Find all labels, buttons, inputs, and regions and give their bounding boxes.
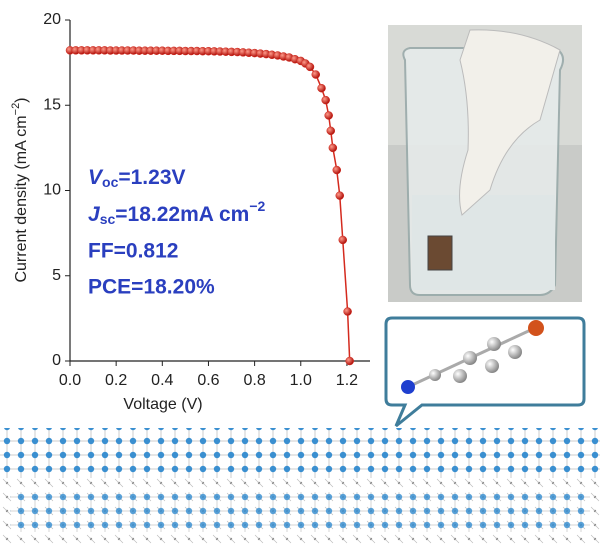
plot: Voltage (V) Current density (mA cm−2) Vo… (10, 11, 370, 413)
molecule-callout (384, 316, 586, 428)
marker (345, 356, 354, 366)
atom (453, 369, 467, 383)
annotation: Jsc=18.22mA cm−2 (88, 198, 266, 227)
marker (321, 95, 330, 105)
x-tick-label: 0.4 (151, 372, 173, 389)
y-tick-label: 0 (52, 352, 61, 369)
axes (69, 20, 370, 362)
atom (463, 351, 477, 365)
atom (508, 345, 522, 359)
x-tick-label: 0.8 (243, 372, 265, 389)
atom (485, 359, 499, 373)
y-axis-label: Current density (mA cm−2) (10, 97, 30, 282)
marker (328, 143, 338, 153)
marker (335, 191, 345, 200)
bromine (528, 320, 544, 336)
photo (388, 25, 582, 302)
ann-text: =1.23V (118, 166, 185, 189)
sample (427, 235, 453, 271)
nitrogen (401, 380, 415, 394)
x-tick-label: 1.2 (336, 372, 358, 389)
ann-symbol: V (88, 166, 104, 189)
y-tick-label: 10 (43, 182, 61, 199)
atom (429, 369, 441, 381)
ann-text: =18.22mA cm (115, 203, 249, 226)
y-tick-label: 20 (43, 11, 61, 28)
ann-symbol: J (88, 203, 101, 226)
y-tick-label: 15 (43, 96, 61, 113)
lattice (0, 428, 600, 546)
marker (311, 70, 321, 79)
glove (459, 29, 561, 216)
ann-sub: sc (100, 211, 116, 227)
ann-sup: −2 (249, 198, 265, 214)
marker (332, 165, 342, 175)
x-axis-label: Voltage (V) (123, 396, 202, 413)
x-tick-label: 1.0 (290, 372, 312, 389)
marker (326, 126, 336, 136)
marker (338, 235, 348, 245)
marker (317, 83, 326, 93)
annotation: Voc=1.23V (88, 166, 186, 190)
lattice-columns (10, 492, 590, 532)
y-label-text: Current density (mA cm (13, 115, 30, 282)
y-label-sup: −2 (10, 103, 22, 116)
atom (487, 337, 501, 351)
y-tick-label: 5 (52, 267, 61, 284)
annotation: PCE=18.20% (88, 276, 215, 299)
lattice-top (0, 428, 600, 478)
marker (305, 62, 315, 72)
x-tick-label: 0.2 (105, 372, 127, 389)
annotation: FF=0.812 (88, 240, 178, 263)
x-tick-label: 0.6 (197, 372, 219, 389)
callout (384, 316, 586, 428)
y-label-end: ) (13, 97, 30, 102)
x-tick-label: 0.0 (59, 372, 81, 389)
marker (324, 111, 333, 120)
marker (343, 307, 352, 316)
ann-sub: oc (102, 174, 119, 190)
